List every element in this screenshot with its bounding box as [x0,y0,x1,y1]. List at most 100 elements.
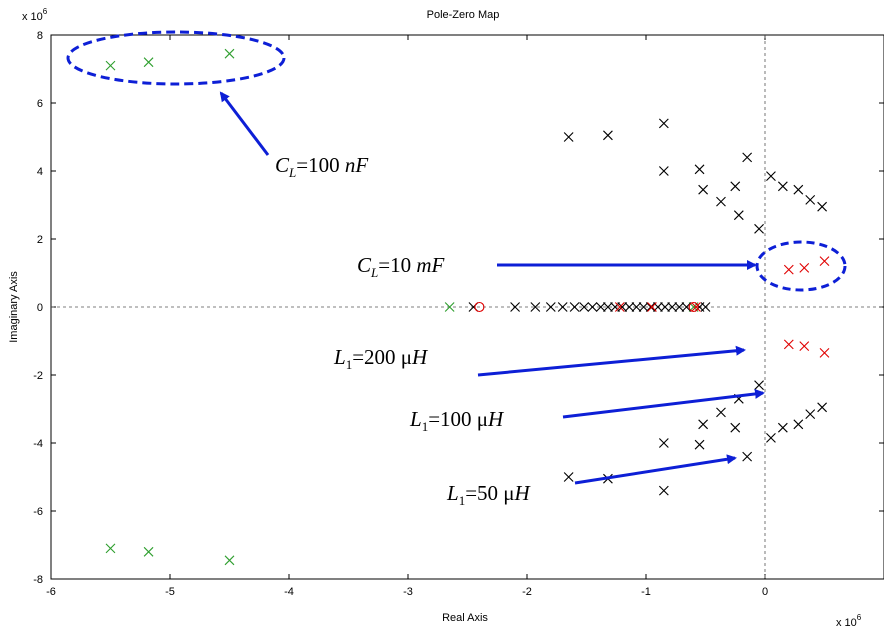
pole-marker [610,302,620,312]
pole-marker [783,264,794,275]
y-axis-ticks: 8 6 4 2 0 -2 -4 -6 -8 [33,30,884,586]
cl-100nf-arrow [219,91,270,156]
x-exponent-label: x 106 [836,613,862,629]
x-tick-label: -1 [641,586,651,598]
pole-marker [624,302,635,312]
x-tick-label: -3 [403,586,413,598]
pole-marker [733,210,744,221]
x-axis-label: Real Axis [442,612,488,624]
pole-marker [681,302,692,312]
y-tick-label: 6 [37,98,43,110]
pole-marker [754,223,764,234]
pole-marker [766,171,776,181]
pole-marker [563,132,574,142]
pole-marker [817,201,828,212]
annotation-l1-50uh: L1=50 μH [446,481,532,508]
pole-marker [777,181,788,192]
pole-marker [658,438,669,448]
pole-marker [638,302,649,312]
l1-50uh-arrow [574,454,737,485]
y-exponent: 6 [43,7,48,16]
pole-marker [777,422,788,433]
pole-marker [569,302,580,312]
x-tick-label: -4 [284,586,294,598]
pole-marker [754,380,764,391]
pole-marker [603,302,613,312]
pole-marker [105,543,116,554]
pole-marker [730,181,741,192]
y-tick-label: 0 [37,302,43,314]
pole-marker [799,263,810,273]
pole-marker [617,302,628,312]
y-tick-label: 8 [37,30,43,42]
pole-marker [742,152,753,163]
cl-10mf-ellipse [755,240,847,292]
pole-marker [530,302,541,312]
pole-marker [510,302,520,312]
reference-lines [51,35,884,579]
y-tick-label: -6 [33,506,43,518]
y-tick-label: -4 [33,438,43,450]
pole-marker [667,302,678,312]
pole-marker [716,407,726,418]
pole-marker [805,409,816,419]
pole-marker [716,196,726,207]
l1-100uh-arrow [562,388,765,419]
pole-marker [224,555,235,566]
pole-marker [557,302,568,312]
pole-marker [799,341,810,351]
pole-marker [819,348,830,358]
pole-marker [766,433,776,443]
pole-marker [694,439,705,450]
pole-marker [674,302,685,312]
pole-marker [819,256,830,266]
pole-marker [805,195,816,205]
pole-marker [742,451,753,462]
pole-marker [658,166,669,176]
annotation-l1-100uh: L1=100 μH [409,407,505,434]
pole-marker [614,302,625,312]
x-exponent: 6 [857,613,862,622]
pole-marker [698,184,709,195]
pole-marker [563,472,574,482]
chart-title: Pole-Zero Map [427,9,500,21]
y-tick-label: -8 [33,574,43,586]
pole-marker [579,302,590,312]
pole-marker [143,57,154,68]
pole-marker [545,302,556,312]
pole-marker [444,302,455,312]
pole-marker [817,402,828,413]
pole-marker [793,419,804,430]
y-tick-label: -2 [33,370,43,382]
pole-marker [700,302,711,312]
annotation-cl-10mf: CL=10 mF [357,253,445,280]
y-axis-label: Imaginary Axis [8,271,20,343]
y-exponent-label: x 106 [22,7,48,23]
pole-zero-marks [105,48,830,566]
pole-marker [224,48,235,59]
x-tick-label: 0 [762,586,768,598]
x-axis-ticks: -6 -5 -4 -3 -2 -1 0 [46,35,768,598]
pole-marker [730,422,741,433]
pole-marker [698,419,709,430]
pole-marker [647,302,657,312]
pole-marker [645,302,656,312]
x-tick-label: -2 [522,586,532,598]
pole-marker [603,130,613,141]
cl-100nf-ellipse [66,30,286,86]
pole-marker [694,164,705,175]
pole-marker [143,546,154,557]
pole-marker [691,302,701,312]
pole-marker [793,184,804,195]
y-tick-label: 2 [37,234,43,246]
pole-marker [660,302,670,312]
pole-marker [595,302,606,312]
pole-marker [658,485,669,496]
pole-marker [783,339,794,350]
annotation-l1-200uh: L1=200 μH [333,345,429,372]
pole-marker [658,118,669,129]
x-tick-label: -6 [46,586,56,598]
x-tick-label: -5 [165,586,175,598]
pole-marker [105,60,116,71]
